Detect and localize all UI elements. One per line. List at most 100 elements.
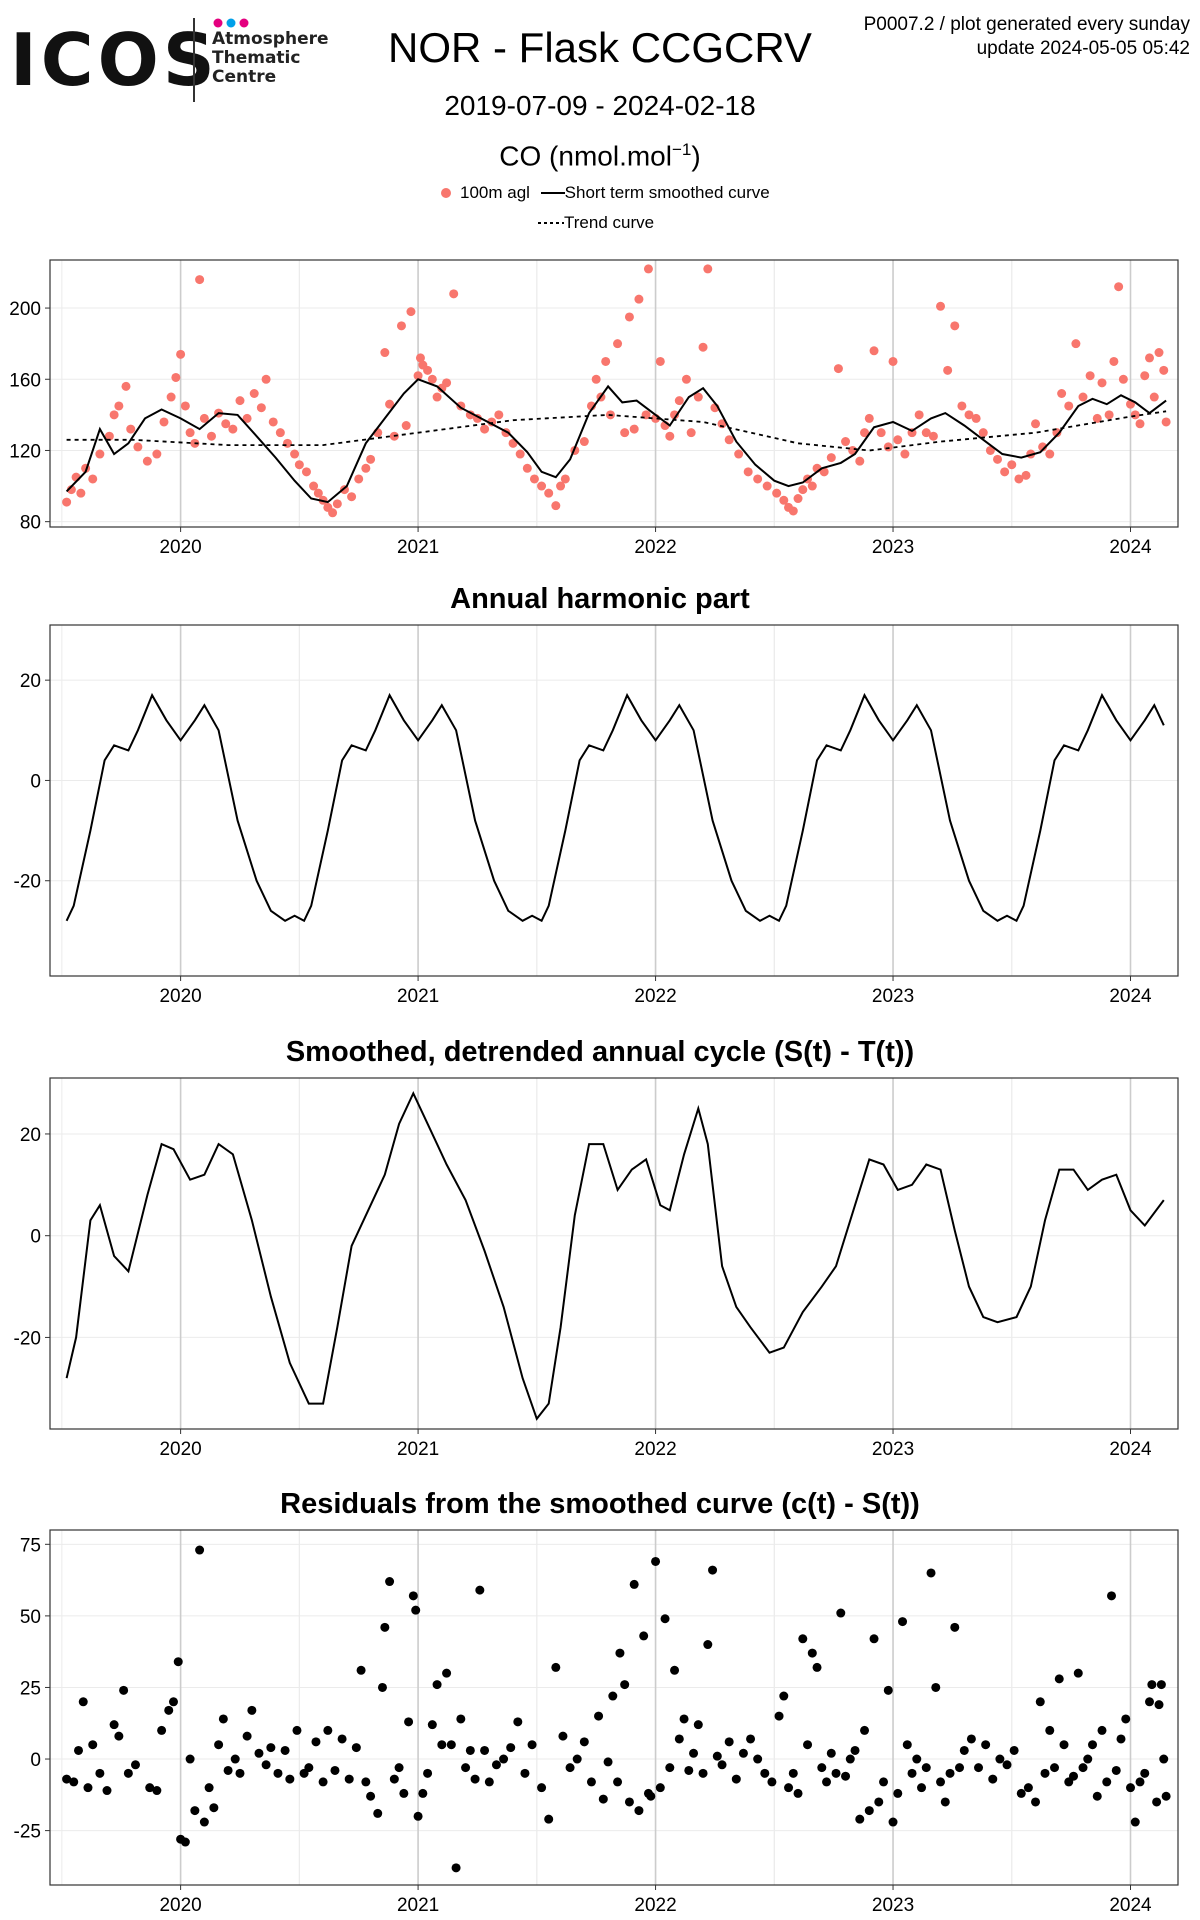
residual-point bbox=[917, 1783, 927, 1793]
residual-point bbox=[356, 1665, 366, 1675]
x-tick-label: 2021 bbox=[397, 537, 439, 558]
data-point bbox=[544, 488, 554, 498]
data-point bbox=[354, 474, 364, 484]
residual-point bbox=[684, 1765, 694, 1775]
data-point bbox=[361, 463, 371, 473]
data-point bbox=[753, 474, 763, 484]
residual-point bbox=[418, 1788, 428, 1798]
data-point bbox=[442, 378, 452, 388]
residual-point bbox=[1023, 1783, 1033, 1793]
y-tick-label: 20 bbox=[20, 1125, 41, 1146]
data-point bbox=[380, 348, 390, 358]
residual-point bbox=[451, 1863, 461, 1873]
residual-point bbox=[1050, 1763, 1060, 1773]
x-tick-label: 2024 bbox=[1109, 1895, 1152, 1915]
residual-point bbox=[760, 1768, 770, 1778]
residual-point bbox=[152, 1786, 162, 1796]
legend-line-icon bbox=[540, 192, 565, 194]
residual-point bbox=[1159, 1754, 1169, 1764]
x-tick-label: 2022 bbox=[634, 537, 676, 558]
residual-point bbox=[670, 1665, 680, 1675]
data-point bbox=[1045, 449, 1055, 459]
residual-point bbox=[660, 1614, 670, 1624]
residual-point bbox=[242, 1731, 252, 1741]
residual-point bbox=[708, 1565, 718, 1575]
x-tick-label: 2023 bbox=[872, 1439, 914, 1458]
residual-point bbox=[123, 1768, 133, 1778]
data-point bbox=[1000, 467, 1010, 477]
data-point bbox=[1031, 419, 1041, 429]
residual-point bbox=[304, 1763, 314, 1773]
residual-point bbox=[404, 1717, 414, 1727]
data-point bbox=[643, 264, 653, 274]
residual-point bbox=[724, 1737, 734, 1747]
data-point bbox=[841, 437, 851, 447]
data-point bbox=[971, 413, 981, 423]
data-point bbox=[620, 428, 630, 438]
data-point bbox=[855, 456, 865, 466]
legend-trend-label: Trend curve bbox=[564, 213, 655, 232]
residual-point bbox=[1161, 1791, 1171, 1801]
residual-point bbox=[73, 1745, 83, 1755]
data-point bbox=[703, 264, 713, 274]
residual-point bbox=[1107, 1591, 1117, 1601]
data-point bbox=[1135, 419, 1145, 429]
data-point bbox=[313, 488, 323, 498]
data-point bbox=[888, 356, 898, 366]
data-point bbox=[686, 428, 696, 438]
data-point bbox=[826, 453, 836, 463]
y-tick-label: 120 bbox=[9, 441, 41, 462]
data-point bbox=[985, 445, 995, 455]
y-tick-label: -20 bbox=[14, 872, 41, 893]
data-point bbox=[126, 424, 136, 434]
data-point bbox=[883, 442, 893, 452]
data-point bbox=[1057, 389, 1067, 398]
residual-point bbox=[893, 1788, 903, 1798]
x-tick-label: 2020 bbox=[159, 986, 201, 1005]
data-point bbox=[914, 410, 924, 420]
data-point bbox=[624, 312, 634, 322]
plot-border bbox=[49, 1529, 1179, 1886]
residual-point bbox=[318, 1777, 328, 1787]
residual-point bbox=[717, 1760, 727, 1770]
residual-point bbox=[380, 1622, 390, 1632]
data-point bbox=[228, 424, 238, 434]
residual-point bbox=[218, 1714, 228, 1724]
y-tick-label: 0 bbox=[30, 1227, 41, 1248]
y-tick-label: -25 bbox=[14, 1822, 41, 1843]
data-point bbox=[670, 410, 680, 420]
residual-point bbox=[461, 1763, 471, 1773]
data-point bbox=[494, 410, 504, 420]
residual-point bbox=[311, 1737, 321, 1747]
axes: 2020 2021 2022 2023 2024 80 120 160 200 bbox=[9, 299, 1152, 558]
residual-point bbox=[1035, 1697, 1045, 1707]
residual-point bbox=[361, 1777, 371, 1787]
data-point bbox=[779, 495, 789, 505]
residual-point bbox=[437, 1740, 447, 1750]
data-point bbox=[309, 481, 319, 491]
series-residuals bbox=[62, 1545, 1171, 1873]
grid bbox=[50, 1078, 1178, 1429]
data-point bbox=[171, 372, 181, 382]
residual-point bbox=[613, 1777, 623, 1787]
data-point bbox=[1114, 282, 1124, 292]
y-tick-label: 25 bbox=[20, 1678, 41, 1699]
residual-point bbox=[130, 1760, 140, 1770]
data-point bbox=[413, 371, 423, 381]
data-point bbox=[159, 417, 169, 427]
residual-point bbox=[712, 1751, 722, 1761]
residual-point bbox=[164, 1705, 174, 1715]
x-tick-label: 2023 bbox=[872, 1895, 914, 1915]
residual-point bbox=[1016, 1788, 1026, 1798]
residual-point bbox=[931, 1682, 941, 1692]
data-point bbox=[860, 428, 870, 438]
residual-point bbox=[145, 1783, 155, 1793]
data-point bbox=[199, 413, 209, 423]
residual-point bbox=[389, 1774, 399, 1784]
data-point bbox=[529, 474, 539, 484]
residual-point bbox=[280, 1745, 290, 1755]
y-tick-label: 20 bbox=[20, 671, 41, 692]
data-point bbox=[819, 467, 829, 477]
residual-point bbox=[936, 1777, 946, 1787]
x-tick-label: 2023 bbox=[872, 537, 914, 558]
